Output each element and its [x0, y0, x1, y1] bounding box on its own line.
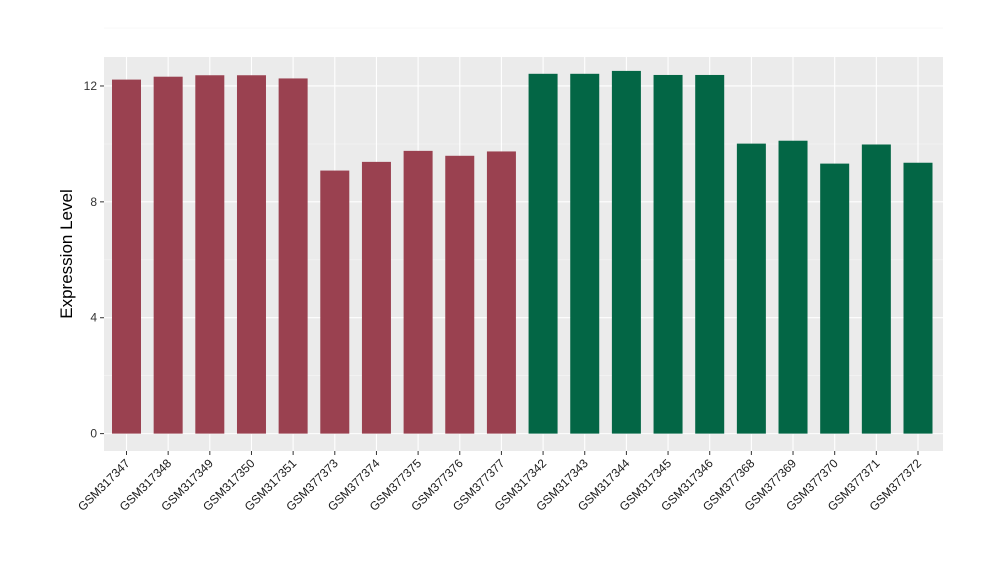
bar-GSM377377: [486, 151, 516, 434]
y-tick-label: 0: [90, 427, 97, 441]
bar-GSM377373: [320, 170, 350, 434]
bar-GSM377368: [736, 143, 766, 434]
bar-GSM377372: [903, 162, 933, 434]
y-tick-label: 8: [90, 195, 97, 209]
bar-GSM317347: [112, 79, 141, 434]
y-axis-title: Expression Level: [57, 189, 76, 318]
bars: [112, 70, 933, 434]
x-axis-ticks: GSM317347GSM317348GSM317349GSM317350GSM3…: [75, 451, 924, 514]
bar-GSM317346: [695, 74, 725, 434]
plot-panel: [104, 57, 943, 451]
bar-GSM317348: [153, 76, 183, 434]
y-tick-label: 12: [84, 79, 98, 93]
bar-GSM317351: [278, 78, 308, 434]
bar-GSM377369: [778, 140, 808, 434]
bar-GSM317350: [236, 75, 266, 434]
bar-GSM317343: [570, 73, 600, 434]
bar-GSM317344: [611, 70, 641, 434]
bar-GSM377374: [361, 161, 391, 434]
y-tick-label: 4: [90, 311, 97, 325]
y-axis-ticks: 0 4 8 12: [84, 79, 104, 441]
bar-GSM377375: [403, 150, 433, 434]
bar-GSM377370: [820, 163, 850, 434]
bar-GSM317345: [653, 74, 683, 434]
bar-GSM317349: [195, 75, 225, 434]
bar-GSM377376: [445, 155, 475, 434]
bar-GSM317342: [528, 73, 558, 434]
bar-GSM377371: [861, 144, 891, 434]
